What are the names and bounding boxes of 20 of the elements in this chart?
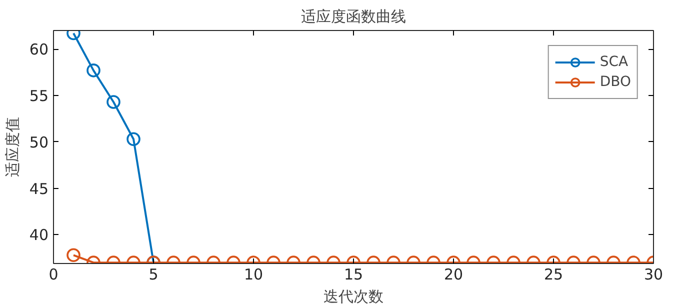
x-tick-label: 15 [344, 266, 364, 284]
x-tick-label: 25 [544, 266, 564, 284]
y-tick-label: 40 [29, 226, 49, 244]
point [106, 95, 120, 109]
x-tick-label: 10 [244, 266, 264, 284]
y-tick-label: 50 [29, 133, 49, 152]
x-tick-label: 20 [444, 266, 464, 284]
x-tick-label: 30 [644, 266, 664, 284]
point [126, 132, 140, 146]
point [86, 64, 100, 78]
y-tick-label: 60 [29, 40, 49, 59]
y-tick-label: 45 [29, 180, 49, 198]
legend-label: SCA [600, 54, 628, 70]
x-axis-title: 迭代次数 [324, 288, 384, 306]
chart-title: 适应度函数曲线 [301, 8, 406, 26]
y-tick-label: 55 [29, 86, 49, 105]
legend-label: DBO [600, 74, 631, 90]
x-tick-label: 0 [48, 266, 58, 284]
y-axis-title: 适应度值 [3, 117, 22, 177]
x-tick-label: 5 [148, 266, 158, 284]
